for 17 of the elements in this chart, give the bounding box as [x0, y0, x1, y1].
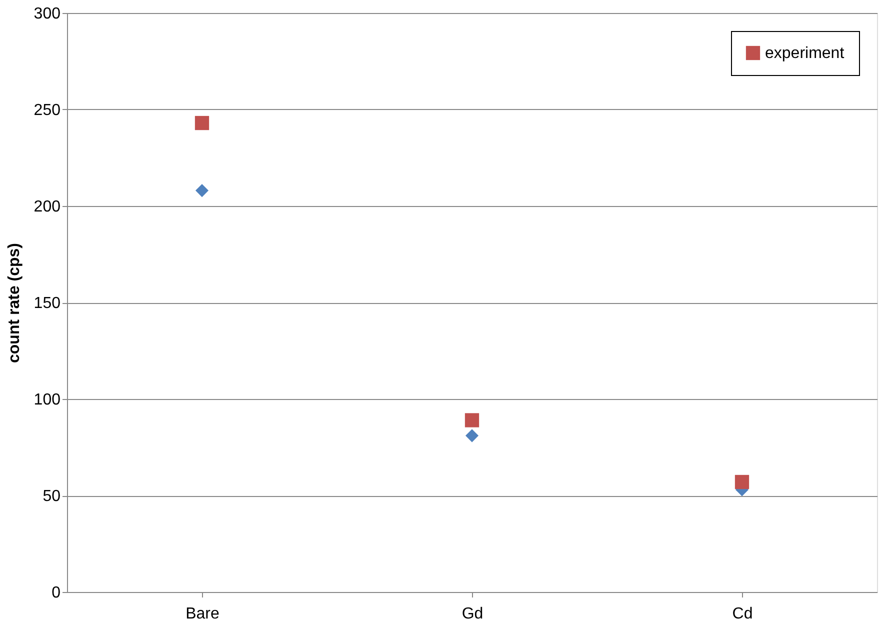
- x-tick-label: Bare: [186, 606, 220, 622]
- point: [195, 184, 209, 198]
- x-tick-label: Gd: [462, 606, 484, 622]
- point: [464, 413, 480, 428]
- point: [465, 429, 479, 442]
- y-axis-title: count rate (cps): [6, 242, 23, 364]
- y-tick-label: 200: [34, 198, 61, 216]
- y-tick-label: 100: [34, 392, 61, 408]
- legend-label: experiment: [765, 45, 845, 62]
- point: [734, 474, 750, 490]
- y-tick-label: 150: [34, 295, 61, 312]
- y-tick-label: 250: [34, 102, 61, 119]
- y-tick-label: 0: [52, 584, 61, 602]
- y-tick-label: 50: [42, 488, 61, 505]
- x-tick-label: Cd: [732, 606, 753, 622]
- point: [194, 116, 210, 130]
- y-tick-label: 300: [34, 6, 61, 22]
